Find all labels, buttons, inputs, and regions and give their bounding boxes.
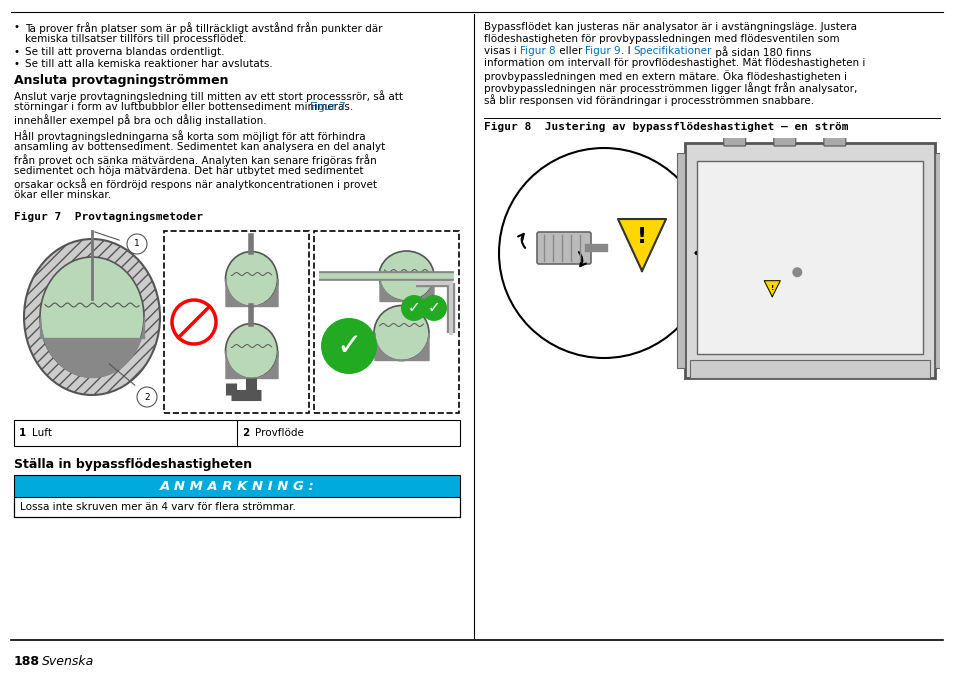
Ellipse shape [225, 252, 277, 306]
Text: Svenska: Svenska [42, 655, 94, 668]
FancyBboxPatch shape [14, 420, 459, 446]
Ellipse shape [378, 251, 434, 301]
Text: 1: 1 [19, 428, 27, 438]
Text: innehåller exempel på bra och dålig installation.: innehåller exempel på bra och dålig inst… [14, 114, 266, 126]
FancyBboxPatch shape [773, 136, 795, 146]
Text: !: ! [770, 285, 773, 291]
Polygon shape [618, 219, 665, 271]
FancyBboxPatch shape [823, 136, 845, 146]
Text: eller: eller [555, 46, 584, 56]
Text: Specifikationer: Specifikationer [633, 46, 711, 56]
Text: 2: 2 [144, 392, 150, 402]
FancyBboxPatch shape [934, 153, 942, 368]
FancyBboxPatch shape [723, 136, 745, 146]
Ellipse shape [225, 324, 277, 378]
Ellipse shape [498, 148, 708, 358]
Text: visas i: visas i [483, 46, 519, 56]
Text: information om intervall för provflödeshastighet. Mät flödeshastigheten i: information om intervall för provflödesh… [483, 58, 864, 68]
Text: flödeshastigheten för provbypassledningen med flödesventilen som: flödeshastigheten för provbypassledninge… [483, 34, 839, 44]
Text: provbypassledningen med en extern mätare. Öka flödeshastigheten i: provbypassledningen med en extern mätare… [483, 70, 846, 82]
Text: Figur 8  Justering av bypassflödeshastighet – en ström: Figur 8 Justering av bypassflödeshastigh… [483, 122, 847, 132]
FancyBboxPatch shape [689, 360, 929, 378]
Text: 1: 1 [134, 240, 140, 248]
Ellipse shape [374, 306, 429, 361]
Text: från provet och sänka mätvärdena. Analyten kan senare frigöras från: från provet och sänka mätvärdena. Analyt… [14, 154, 376, 166]
Text: Håll provtagningsledningarna så korta som möjligt för att förhindra: Håll provtagningsledningarna så korta so… [14, 130, 365, 142]
FancyBboxPatch shape [696, 161, 923, 354]
Text: Figur 7  Provtagningsmetoder: Figur 7 Provtagningsmetoder [14, 212, 203, 222]
Circle shape [400, 295, 427, 321]
Text: Provflöde: Provflöde [254, 428, 304, 438]
Text: på sidan 180 finns: på sidan 180 finns [711, 46, 811, 58]
Text: Se till att proverna blandas ordentligt.: Se till att proverna blandas ordentligt. [25, 47, 224, 57]
Circle shape [420, 295, 447, 321]
Text: provbypassledningen när procesströmmen ligger långt från analysator,: provbypassledningen när procesströmmen l… [483, 82, 857, 94]
Text: så blir responsen vid förändringar i procesströmmen snabbare.: så blir responsen vid förändringar i pro… [483, 94, 813, 106]
Ellipse shape [40, 257, 144, 377]
Text: Figur 9: Figur 9 [584, 46, 620, 56]
FancyBboxPatch shape [684, 143, 934, 378]
Text: Luft: Luft [32, 428, 52, 438]
Text: Figur 8: Figur 8 [519, 46, 555, 56]
Text: 2: 2 [242, 428, 249, 438]
Circle shape [792, 267, 801, 277]
Text: Ta prover från platser som är på tillräckligt avstånd från punkter där: Ta prover från platser som är på tillräc… [25, 22, 382, 34]
Ellipse shape [24, 239, 160, 395]
Text: !: ! [637, 227, 646, 247]
Text: . I: . I [620, 46, 633, 56]
Text: Se till att alla kemiska reaktioner har avslutats.: Se till att alla kemiska reaktioner har … [25, 59, 273, 69]
Text: Ställa in bypassflödeshastigheten: Ställa in bypassflödeshastigheten [14, 458, 252, 471]
FancyBboxPatch shape [676, 153, 684, 368]
Text: orsakar också en fördröjd respons när analytkoncentrationen i provet: orsakar också en fördröjd respons när an… [14, 178, 376, 190]
Text: •: • [14, 47, 20, 57]
Text: störningar i form av luftbubblor eller bottensediment minimeras.: störningar i form av luftbubblor eller b… [14, 102, 356, 112]
Text: 188: 188 [14, 655, 40, 668]
Text: kemiska tillsatser tillförs till processflödet.: kemiska tillsatser tillförs till process… [25, 34, 247, 44]
Text: ökar eller minskar.: ökar eller minskar. [14, 190, 111, 200]
Text: •: • [14, 59, 20, 69]
Circle shape [320, 318, 376, 374]
Text: Figur 7: Figur 7 [310, 102, 345, 112]
Text: Lossa inte skruven mer än 4 varv för flera strömmar.: Lossa inte skruven mer än 4 varv för fle… [20, 502, 295, 512]
Text: Anslut varje provtagningsledning till mitten av ett stort processsrör, så att: Anslut varje provtagningsledning till mi… [14, 90, 402, 102]
Polygon shape [763, 281, 780, 297]
Text: Bypassflödet kan justeras när analysator är i avstängningsläge. Justera: Bypassflödet kan justeras när analysator… [483, 22, 856, 32]
Text: ✓: ✓ [427, 301, 440, 316]
FancyBboxPatch shape [537, 232, 590, 264]
Text: sedimentet och höja mätvärdena. Det här utbytet med sedimentet: sedimentet och höja mätvärdena. Det här … [14, 166, 363, 176]
Text: •: • [14, 22, 20, 32]
Text: ansamling av bottensediment. Sedimentet kan analysera en del analyt: ansamling av bottensediment. Sedimentet … [14, 142, 385, 152]
Text: ✓: ✓ [407, 301, 420, 316]
Text: A N M A R K N I N G :: A N M A R K N I N G : [159, 479, 314, 493]
FancyBboxPatch shape [14, 497, 459, 517]
FancyBboxPatch shape [14, 475, 459, 497]
Text: ✓: ✓ [335, 332, 361, 361]
Text: Ansluta provtagningströmmen: Ansluta provtagningströmmen [14, 74, 229, 87]
